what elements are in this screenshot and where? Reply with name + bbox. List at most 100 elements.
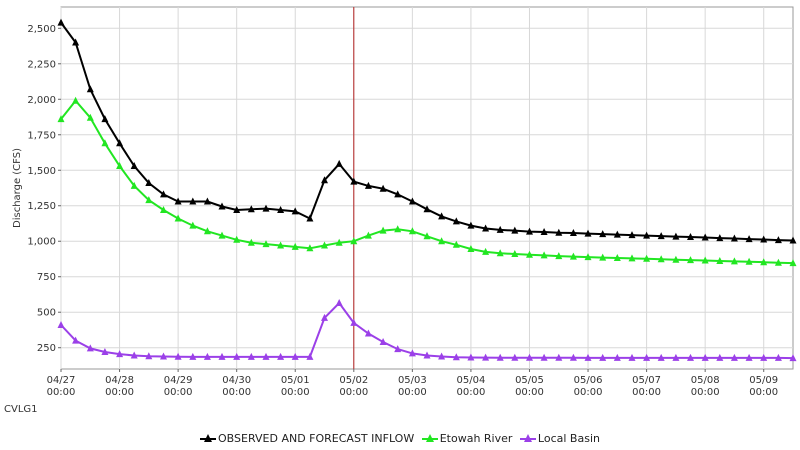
data-point [745,353,753,361]
data-point [321,313,328,321]
data-point [379,184,387,192]
data-point [262,204,270,212]
y-tick-label: 1,000 [27,237,56,248]
data-point [277,241,285,249]
y-tick-label: 500 [37,308,56,319]
x-tick-label-date: 05/05 [515,375,544,386]
data-point [130,162,138,169]
data-point [540,353,548,361]
x-tick-label-time: 00:00 [339,387,368,398]
data-point [745,257,753,265]
x-tick-label-time: 00:00 [222,387,251,398]
series-2 [57,299,797,362]
triangle-marker-icon [421,433,438,442]
data-point [716,257,724,264]
data-point [247,352,255,360]
data-point [218,231,226,239]
data-point [145,352,153,360]
data-point [657,353,665,361]
legend-item-inflow: OBSERVED AND FORECAST INFLOW [200,432,414,445]
data-point [760,353,768,361]
data-point [496,225,504,233]
data-point [569,252,577,260]
data-point [86,113,94,121]
y-tick-label: 2,000 [27,95,56,106]
data-point [672,232,680,240]
legend-item-local-basin: Local Basin [519,432,600,445]
data-point [72,336,80,344]
data-point [438,352,446,360]
legend-label-local-basin: Local Basin [537,432,600,445]
data-point [394,345,402,353]
x-tick-label-date: 04/29 [164,375,193,386]
x-tick-label-time: 00:00 [281,387,310,398]
x-tick-label-time: 00:00 [105,387,134,398]
y-tick-label: 2,250 [27,59,56,70]
data-point [701,233,709,241]
x-axis: 04/2700:0004/2800:0004/2900:0004/3000:00… [47,369,778,398]
data-point [526,353,533,361]
data-point [86,85,94,93]
data-point [730,257,738,265]
data-point [189,197,197,205]
data-point [760,258,768,266]
data-point [672,255,680,263]
data-point [218,352,226,360]
data-point [408,197,416,205]
x-tick-label-date: 05/08 [691,375,720,386]
data-point [555,252,563,260]
data-point [657,255,665,263]
series-1 [57,96,797,267]
data-point [116,162,124,169]
data-point [233,235,241,243]
x-tick-label-time: 00:00 [515,387,544,398]
x-tick-label-date: 05/06 [574,375,603,386]
data-point [672,353,680,361]
data-point [789,354,797,362]
data-point [613,353,621,361]
data-point [364,181,372,189]
data-point [218,202,226,210]
data-point [160,352,167,360]
data-point [687,233,694,240]
data-point [262,352,270,360]
data-point [350,237,358,245]
data-point [364,231,372,239]
x-tick-label-date: 05/07 [632,375,661,386]
data-point [408,349,416,357]
data-point [423,205,431,213]
data-point [57,18,65,26]
data-point [203,352,211,360]
data-point [789,259,797,267]
x-tick-label-time: 00:00 [398,387,427,398]
data-point [101,348,109,355]
data-point [643,353,651,361]
x-tick-label-time: 00:00 [457,387,486,398]
series-0 [57,18,797,244]
data-point [730,234,738,242]
data-point [291,207,299,215]
data-point [760,235,768,243]
data-point [394,190,402,198]
data-point [423,232,431,240]
y-axis: 250 500 750 1,000 1,250 1,500 1,750 2,000 2,250 2… [27,24,61,354]
data-point [203,227,211,235]
data-point [496,353,504,361]
data-point [174,197,182,205]
data-point [291,352,299,360]
data-point [116,139,124,147]
data-point [540,251,548,259]
data-point [452,217,460,225]
x-tick-label-time: 00:00 [47,387,76,398]
data-point [789,236,797,244]
data-point [306,352,314,360]
data-point [174,352,182,360]
y-tick-label: 1,250 [27,201,56,212]
data-point [657,232,665,240]
data-point [335,299,343,306]
data-point [613,254,621,261]
data-point [57,115,65,123]
data-point [701,256,709,264]
data-point [145,179,153,186]
data-point [599,253,607,261]
